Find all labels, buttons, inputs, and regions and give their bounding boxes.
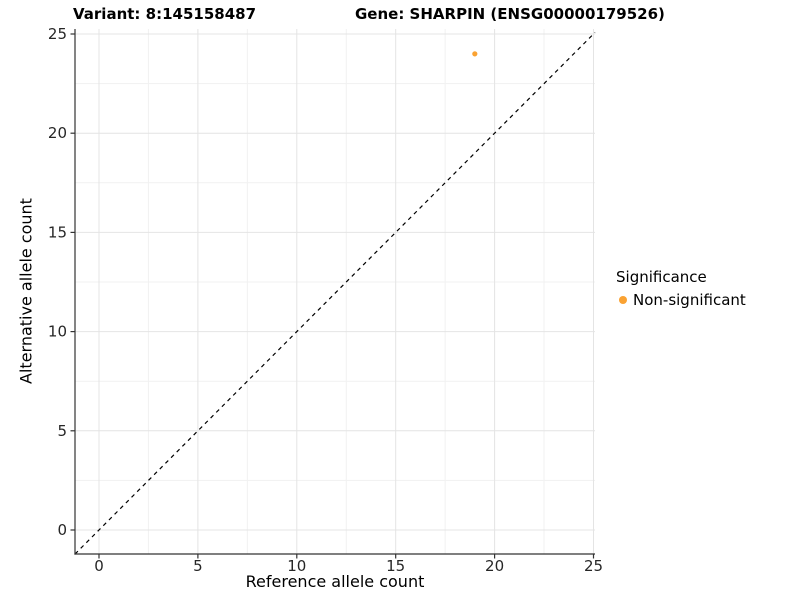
x-tick-label: 15 (386, 557, 405, 575)
identity-line (74, 32, 596, 555)
y-tick-label: 5 (57, 422, 67, 440)
x-tick-label: 5 (193, 557, 203, 575)
x-tick-label: 20 (485, 557, 504, 575)
legend: Significance Non-significant (616, 268, 746, 309)
y-tick-label: 10 (48, 323, 67, 341)
data-point (472, 51, 478, 57)
x-tick-label: 0 (94, 557, 104, 575)
y-tick-label: 20 (48, 124, 67, 142)
y-axis-title: Alternative allele count (16, 198, 36, 384)
plot-title-gene: Gene: SHARPIN (ENSG00000179526) (355, 5, 665, 23)
x-tick-label: 10 (287, 557, 306, 575)
x-tick-label: 25 (584, 557, 603, 575)
y-tick-label: 0 (57, 521, 67, 539)
y-tick-label: 25 (48, 25, 67, 43)
circle-icon (619, 296, 627, 304)
legend-items: Non-significant (616, 292, 746, 308)
x-axis-title: Reference allele count (245, 572, 425, 591)
legend-item-label: Non-significant (633, 291, 746, 309)
plot-title-variant: Variant: 8:145158487 (73, 5, 257, 23)
y-tick-label: 15 (48, 223, 67, 241)
legend-title: Significance (616, 268, 707, 286)
legend-item: Non-significant (616, 292, 746, 308)
